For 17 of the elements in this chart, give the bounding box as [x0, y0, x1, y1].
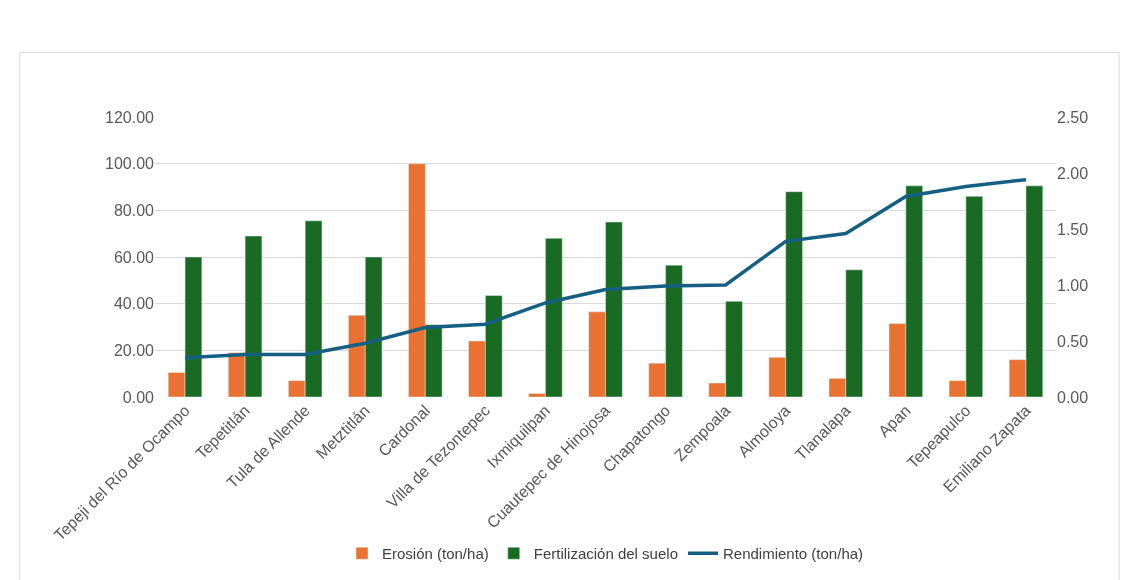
y2-tick-label: 1.50 [1057, 220, 1089, 238]
y2-tick-label: 0.50 [1057, 332, 1089, 350]
legend-label: Rendimiento (ton/ha) [722, 545, 864, 563]
legend-label: Erosión (ton/ha) [382, 545, 489, 563]
y-tick-label: 80.00 [113, 201, 155, 219]
y2-tick-label: 1.00 [1057, 276, 1089, 294]
line-series [183, 177, 1028, 360]
y-tick-label: 120.00 [105, 108, 155, 126]
y-tick-label: 100.00 [105, 155, 155, 173]
legend-label: Fertilización del suelo [533, 545, 678, 563]
y-tick-label: 20.00 [113, 341, 155, 359]
y2-tick-label: 0.00 [1057, 388, 1089, 406]
y-tick-label: 60.00 [113, 248, 155, 266]
y-tick-label: 0.00 [122, 388, 155, 406]
y-tick-label: 40.00 [113, 295, 155, 313]
y2-tick-label: 2.00 [1057, 164, 1089, 182]
y2-tick-label: 2.50 [1057, 108, 1089, 126]
